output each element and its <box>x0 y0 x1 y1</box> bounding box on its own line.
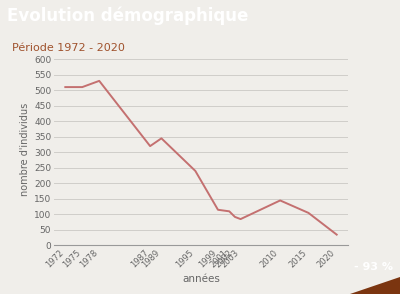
X-axis label: années: années <box>182 274 220 284</box>
Y-axis label: nombre d'individus: nombre d'individus <box>20 103 30 196</box>
Text: Evolution démographique: Evolution démographique <box>8 7 249 25</box>
Text: - 93 %: - 93 % <box>354 262 392 272</box>
Text: Période 1972 - 2020: Période 1972 - 2020 <box>12 43 125 53</box>
Polygon shape <box>350 277 400 294</box>
